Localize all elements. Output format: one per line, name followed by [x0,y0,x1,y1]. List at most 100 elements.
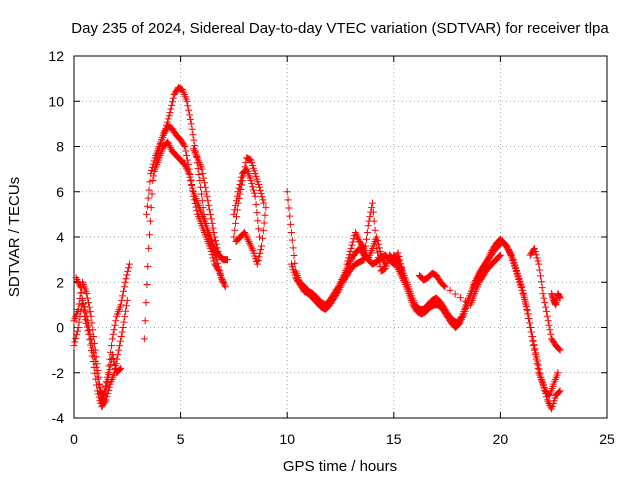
data-point [187,177,195,185]
data-point [113,355,121,363]
data-point [380,257,388,265]
data-point [78,295,86,303]
data-point [399,275,407,283]
data-point [87,347,95,355]
data-point [199,170,207,178]
data-point [543,312,551,320]
data-point [149,176,157,184]
data-point [186,115,194,123]
data-point [506,249,514,257]
data-point [109,354,117,362]
data-point [253,209,261,217]
data-point [196,176,204,184]
data-point [335,285,343,293]
data-point [496,252,504,260]
data-point [285,204,293,212]
data-point [95,373,103,381]
data-point [255,233,263,241]
data-point [191,148,199,156]
series-track-8 [230,154,268,241]
data-point [115,366,123,374]
data-point [160,131,168,139]
data-point [164,115,172,123]
data-point [142,210,150,218]
data-point [180,141,188,149]
data-point [166,109,174,117]
data-point [379,255,387,263]
data-point [257,246,265,254]
plot-frame [73,55,608,419]
data-point [80,306,88,314]
data-point [287,220,295,228]
data-point [457,317,465,325]
data-point [193,152,201,160]
data-point [337,282,345,290]
data-point [74,277,82,285]
data-point [189,145,197,153]
series-track-18 [548,290,564,309]
data-point [184,102,192,110]
data-point [166,142,174,150]
y-axis-title: SDTVAR / TECUs [6,177,23,297]
data-point [530,246,538,254]
data-point [242,166,250,174]
axis-ticks: 0 5 10 15 20 25 -4 -2 0 2 4 6 8 10 12 [48,48,615,447]
data-point [260,199,268,207]
data-point [72,274,80,282]
data-point [103,379,111,387]
x-tick-label: 5 [177,431,185,447]
data-point [394,266,402,274]
data-point [201,183,209,191]
data-point [147,204,155,212]
data-point [119,324,127,331]
data-point [104,390,112,398]
data-point [95,393,103,401]
data-point [94,390,102,398]
data-point [90,363,98,371]
data-point [544,317,552,325]
data-point [258,242,266,250]
data-point [284,196,292,204]
data-point [76,281,84,289]
data-point [554,389,562,397]
data-point [120,283,128,291]
data-point [537,278,545,286]
data-point [209,254,217,262]
data-point [233,192,241,200]
data-point [234,188,242,196]
data-point [375,244,383,252]
data-point [103,393,111,401]
data-point [395,267,403,275]
data-point [373,233,381,241]
series-track-10 [230,165,263,241]
data-point [336,284,344,292]
data-point [108,335,116,343]
data-point [446,286,454,294]
data-point [164,138,172,146]
data-point [77,307,85,315]
data-point [167,105,175,113]
data-point [524,310,532,318]
data-point [168,98,176,106]
data-point [347,244,355,252]
data-point [144,262,152,270]
data-point [243,234,251,242]
data-point [547,330,555,338]
data-point [394,264,402,272]
data-point [111,321,119,329]
data-point [380,258,388,266]
data-point [545,321,553,329]
data-point [470,281,478,289]
data-point [534,257,542,265]
data-point [374,240,382,248]
data-point [205,201,213,209]
data-point [439,281,447,289]
data-point [256,249,264,257]
data-point [189,131,197,139]
data-point [190,147,198,155]
data-point [238,173,246,181]
data-point [102,396,110,404]
data-point [289,244,297,252]
x-tick-label: 0 [70,431,78,447]
data-point [87,341,95,349]
